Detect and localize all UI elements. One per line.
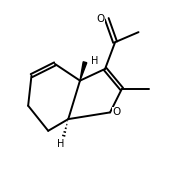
Text: H: H bbox=[91, 56, 98, 66]
Text: O: O bbox=[96, 14, 104, 24]
Polygon shape bbox=[80, 62, 87, 81]
Text: H: H bbox=[57, 139, 64, 149]
Text: O: O bbox=[113, 107, 121, 117]
